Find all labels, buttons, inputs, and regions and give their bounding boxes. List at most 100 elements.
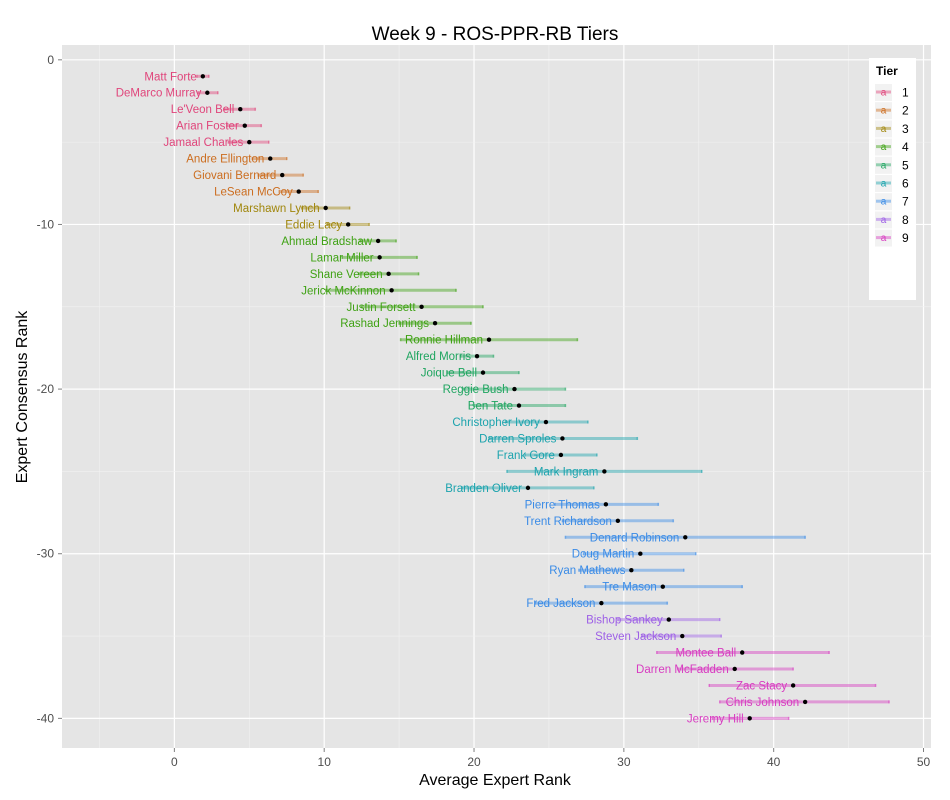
legend-label: 9 <box>902 231 909 245</box>
player-label: Zac Stacy <box>736 680 787 692</box>
player-label: Fred Jackson <box>526 598 595 610</box>
player-label: Frank Gore <box>497 450 555 462</box>
legend-key-bg <box>875 156 892 174</box>
avg-point <box>732 666 737 672</box>
legend-key-glyph: a <box>881 142 887 153</box>
player-label: Darren McFadden <box>636 664 729 676</box>
legend-title: Tier <box>876 64 898 78</box>
player-label: Pierre Thomas <box>525 499 600 511</box>
player-label: Montee Ball <box>675 648 736 660</box>
legend-key-bg <box>875 193 892 211</box>
legend-label: 2 <box>902 104 909 118</box>
legend-key-bg <box>875 120 892 138</box>
legend-label: 6 <box>902 177 909 191</box>
legend-key-glyph: a <box>881 88 887 99</box>
avg-points <box>200 74 808 721</box>
player-label: Rashad Jennings <box>340 318 429 330</box>
player-label: Mark Ingram <box>534 466 599 478</box>
legend-label: 1 <box>902 86 909 100</box>
player-label: Le'Veon Bell <box>171 104 235 116</box>
avg-point <box>242 123 247 128</box>
avg-point <box>205 90 210 95</box>
avg-point <box>480 370 486 375</box>
player-label: Eddie Lacy <box>285 219 342 231</box>
avg-point <box>740 650 745 655</box>
legend-label: 8 <box>902 213 909 227</box>
avg-point <box>474 353 480 359</box>
avg-point <box>377 255 382 260</box>
legend-key-bg <box>875 102 892 120</box>
avg-point <box>345 222 351 227</box>
x-axis-title: Average Expert Rank <box>419 772 572 789</box>
player-label: Lamar Miller <box>310 252 373 264</box>
y-tick-label: 0 <box>47 53 54 67</box>
legend-key-bg <box>875 138 892 156</box>
avg-point <box>747 716 752 721</box>
avg-point <box>615 518 621 524</box>
player-label: Ben Tate <box>468 401 513 413</box>
avg-point <box>525 485 531 491</box>
legend-label: 3 <box>902 122 909 136</box>
player-label: Giovani Bernard <box>193 170 276 182</box>
player-label: Reggie Bush <box>443 384 509 396</box>
avg-point <box>247 139 252 145</box>
plot-panel <box>62 45 931 748</box>
player-label: Joique Bell <box>421 368 477 380</box>
avg-point <box>323 205 328 211</box>
avg-point <box>543 419 549 425</box>
player-label: Trent Richardson <box>524 516 612 528</box>
avg-point <box>638 551 643 556</box>
player-label: Bishop Sankey <box>586 615 663 627</box>
avg-point <box>558 452 564 458</box>
avg-point <box>680 633 685 639</box>
legend: Tier a 1 a 2 a 3 a 4 a 5 a 6 a 7 a 8 a 9 <box>869 58 916 300</box>
avg-point <box>512 386 517 392</box>
player-label: DeMarco Murray <box>116 88 202 100</box>
legend-key-glyph: a <box>881 179 887 190</box>
player-label: Tre Mason <box>602 582 657 594</box>
avg-point <box>516 403 522 408</box>
avg-point <box>560 436 565 441</box>
player-labels: Matt Forte DeMarco Murray Le'Veon Bell Aria… <box>116 71 799 725</box>
legend-key-bg <box>875 175 892 192</box>
avg-point <box>296 189 301 194</box>
player-label: LeSean McCoy <box>214 187 293 199</box>
avg-point <box>683 535 688 540</box>
legend-key-bg <box>875 84 892 101</box>
player-label: Christopher Ivory <box>452 417 540 429</box>
player-label: Chris Johnson <box>726 697 800 709</box>
avg-point <box>602 469 607 474</box>
x-tick-label: 40 <box>767 755 781 769</box>
player-label: Jerick McKinnon <box>301 285 385 297</box>
avg-point <box>432 321 438 326</box>
y-tick-label: -10 <box>37 217 55 231</box>
avg-point <box>238 107 243 112</box>
player-label: Marshawn Lynch <box>233 203 320 215</box>
avg-point <box>389 288 394 293</box>
x-tick-label: 20 <box>467 755 481 769</box>
x-tick-label: 30 <box>617 755 631 769</box>
x-tick-label: 50 <box>917 755 931 769</box>
chart-title: Week 9 - ROS-PPR-RB Tiers <box>372 24 619 45</box>
legend-key-bg <box>875 211 892 229</box>
legend-key-glyph: a <box>881 233 887 244</box>
player-label: Arian Foster <box>176 121 239 133</box>
legend-key-glyph: a <box>881 124 887 135</box>
legend-key-glyph: a <box>881 106 887 117</box>
player-label: Alfred Morris <box>406 351 471 363</box>
avg-point <box>666 617 672 622</box>
player-label: Jamaal Charles <box>163 137 243 149</box>
x-tick-label: 10 <box>318 755 332 769</box>
y-tick-label: -40 <box>37 711 55 725</box>
legend-key-glyph: a <box>881 160 887 171</box>
avg-point <box>603 502 609 507</box>
avg-point <box>375 238 381 244</box>
player-label: Justin Forsett <box>347 302 417 314</box>
player-label: Shane Vereen <box>310 269 383 281</box>
legend-label: 4 <box>902 140 909 154</box>
y-tick-label: -20 <box>37 382 55 396</box>
player-label: Ahmad Bradshaw <box>281 236 372 248</box>
player-label: Steven Jackson <box>595 631 676 643</box>
y-axis-title: Expert Consensus Rank <box>14 310 31 484</box>
